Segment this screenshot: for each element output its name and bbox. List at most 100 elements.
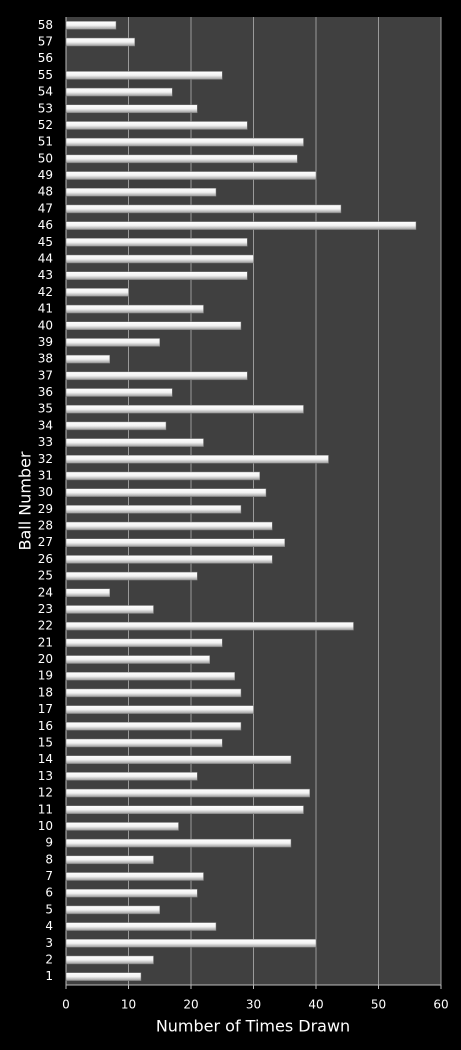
bar [65,221,417,230]
y-tick-label: 8 [45,852,53,866]
y-tick-label: 18 [38,685,53,699]
y-tick-label: 2 [45,952,53,966]
x-tick-label: 40 [308,998,323,1012]
y-tick-label: 34 [38,418,53,432]
bar [65,505,242,514]
y-tick-label: 5 [45,902,53,916]
y-tick-label: 25 [38,569,53,583]
y-tick-label: 35 [38,402,53,416]
y-tick-label: 50 [38,151,53,165]
y-tick-label: 52 [38,118,53,132]
y-tick-label: 56 [38,51,53,65]
bar [65,872,204,881]
y-tick-label: 15 [38,736,53,750]
x-tick-label: 60 [433,998,448,1012]
x-tick-label: 30 [246,998,261,1012]
x-tick-label: 50 [371,998,386,1012]
y-tick-label: 51 [38,135,53,149]
bar [65,655,210,664]
bar [65,671,235,681]
bar [65,955,154,965]
bar [65,822,179,831]
y-tick-label: 37 [38,368,53,382]
y-tick-label: 32 [38,452,53,466]
y-tick-label: 3 [45,936,53,950]
bar [65,972,142,981]
y-tick-label: 16 [38,719,53,733]
y-tick-label: 31 [38,468,53,482]
y-tick-label: 1 [45,969,53,983]
bar [65,21,117,30]
y-tick-label: 39 [38,335,53,349]
y-tick-label: 11 [38,802,53,816]
bar [65,354,110,364]
y-tick-label: 17 [38,702,53,716]
x-tick-label: 10 [121,998,136,1012]
bar [65,838,292,848]
bar [65,171,317,180]
y-tick-label: 43 [38,268,53,282]
bar [65,371,248,381]
bar [65,421,167,431]
bar [65,238,248,247]
bar [65,588,110,598]
y-tick-label: 9 [45,836,53,850]
bar [65,404,304,414]
bar [65,538,285,547]
y-tick-label: 36 [38,385,53,399]
y-tick-label: 21 [38,635,53,649]
y-tick-label: 38 [38,352,53,366]
y-tick-label: 45 [38,235,53,249]
y-tick-label: 4 [45,919,53,933]
bar [65,755,292,764]
bar [65,722,242,731]
bar [65,605,154,614]
y-tick-label: 7 [45,869,53,883]
bar [65,304,204,314]
bar [65,705,254,714]
bar [65,888,198,898]
y-tick-label: 14 [38,752,53,766]
bar [65,254,254,264]
bar [65,788,310,798]
bar [65,271,248,280]
bar [65,321,242,331]
bar [65,905,160,915]
bar [65,471,260,481]
y-tick-label: 27 [38,535,53,549]
x-tick-label: 0 [62,998,70,1012]
bar [65,738,223,748]
y-tick-label: 13 [38,769,53,783]
y-tick-label: 26 [38,552,53,566]
bar [65,455,329,464]
bar [65,772,198,781]
y-tick-label: 46 [38,218,53,232]
bar [65,388,173,397]
y-tick-label: 54 [38,85,53,99]
y-tick-label: 29 [38,502,53,516]
bar [65,571,198,581]
bar [65,855,154,865]
y-tick-label: 19 [38,669,53,683]
y-tick-label: 57 [38,35,53,49]
y-tick-label: 24 [38,585,53,599]
bar [65,688,242,698]
bar [65,638,223,648]
bar [65,121,248,130]
bar [65,621,354,631]
y-tick-label: 49 [38,168,53,182]
y-tick-label: 6 [45,886,53,900]
y-tick-label: 58 [38,18,53,32]
x-axis-label: Number of Times Drawn [156,1017,350,1036]
y-tick-label: 41 [38,302,53,316]
bar [65,521,273,531]
bar [65,154,298,164]
bar [65,288,129,297]
bar [65,555,273,564]
y-axis-label: Ball Number [16,451,35,550]
bar [65,71,223,80]
y-tick-label: 53 [38,101,53,115]
bar [65,338,160,347]
bar [65,488,267,497]
